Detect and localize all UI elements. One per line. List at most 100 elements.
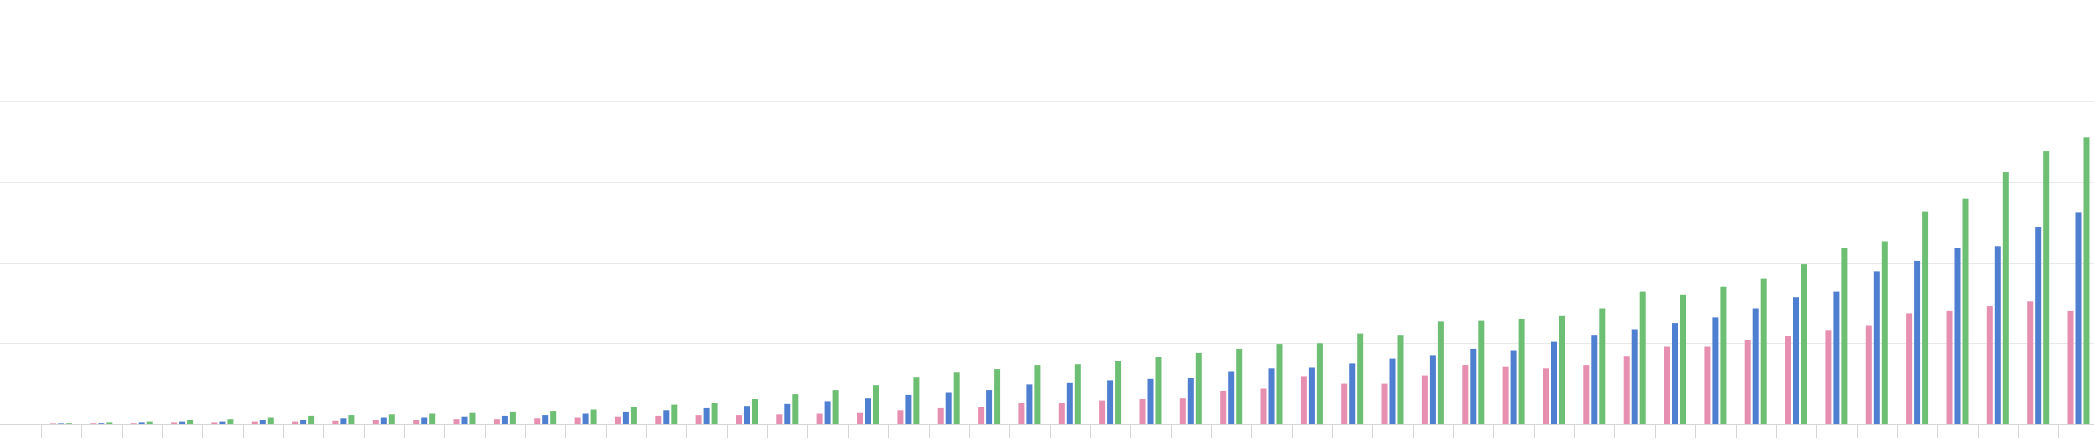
bar <box>1680 294 1686 424</box>
bar <box>348 415 355 424</box>
bar <box>1228 371 1235 424</box>
bar <box>816 413 823 424</box>
bar <box>1639 291 1646 424</box>
bar <box>1599 308 1606 424</box>
bar <box>2067 310 2074 424</box>
bar <box>1139 399 1146 424</box>
bar <box>542 415 549 424</box>
bar <box>187 420 194 424</box>
bar <box>138 422 145 424</box>
bar <box>1107 380 1114 424</box>
bar <box>1551 341 1557 424</box>
x-axis-ticks <box>41 424 2059 438</box>
bar <box>1058 403 1065 424</box>
bar <box>2027 301 2034 424</box>
bar <box>1664 346 1670 424</box>
bar <box>1623 356 1630 424</box>
bar <box>792 394 799 424</box>
bar <box>98 423 105 424</box>
bar <box>582 413 589 424</box>
bar <box>332 420 339 424</box>
bar <box>1914 260 1921 424</box>
bar <box>1300 376 1307 424</box>
bar <box>1018 403 1025 424</box>
bar <box>1720 286 1727 424</box>
bar <box>1954 248 1961 424</box>
bar <box>1801 264 1807 424</box>
bar <box>1833 291 1840 424</box>
bar <box>501 415 508 424</box>
bar <box>978 407 985 424</box>
bar <box>267 417 274 424</box>
bar <box>469 412 476 424</box>
bar <box>1502 366 1509 424</box>
bar <box>171 422 178 424</box>
bar <box>655 415 662 424</box>
bar <box>905 394 912 424</box>
bar <box>945 392 952 424</box>
bar <box>744 406 750 424</box>
bar <box>1510 350 1517 424</box>
bar <box>2075 212 2082 424</box>
bar <box>2043 151 2050 424</box>
bar <box>1712 317 1719 424</box>
bar <box>1543 368 1549 424</box>
bar <box>897 410 904 424</box>
bar <box>1994 246 2001 424</box>
bar <box>622 411 629 424</box>
bar <box>1260 388 1267 424</box>
bar <box>413 420 420 424</box>
bar <box>1478 320 1485 424</box>
bar <box>1583 365 1590 424</box>
bar <box>1631 329 1638 424</box>
bar <box>736 415 742 424</box>
bar <box>308 415 315 424</box>
bar <box>421 417 428 424</box>
bar <box>2083 137 2090 425</box>
bar <box>1066 382 1073 424</box>
bar <box>227 419 234 424</box>
bar <box>937 407 944 424</box>
bar <box>1793 297 1799 424</box>
bar <box>461 416 468 424</box>
bar <box>50 423 56 424</box>
bar <box>380 417 387 424</box>
bar <box>1381 383 1388 424</box>
bar <box>1187 378 1194 424</box>
bar <box>146 421 153 424</box>
bar <box>994 369 1001 424</box>
bar <box>550 411 557 424</box>
bar <box>1397 335 1404 424</box>
bar <box>1744 340 1751 424</box>
bar <box>106 422 113 424</box>
bar <box>2002 172 2009 424</box>
bar <box>1268 368 1275 424</box>
bar <box>695 415 702 424</box>
bar <box>1220 390 1227 424</box>
bar <box>130 423 137 424</box>
bar <box>90 423 97 424</box>
bar <box>784 403 791 424</box>
bar <box>1841 248 1848 424</box>
bar <box>1276 344 1283 424</box>
bar <box>630 407 637 424</box>
bar <box>574 417 581 424</box>
bar <box>1922 211 1929 424</box>
bar <box>179 421 186 424</box>
bar <box>1873 271 1880 424</box>
bar <box>1672 323 1678 424</box>
bar <box>1752 308 1759 424</box>
bar <box>1429 355 1436 424</box>
bar <box>509 411 516 424</box>
bar <box>1316 343 1323 425</box>
bar <box>614 416 621 424</box>
bar <box>372 420 379 424</box>
bar <box>1341 383 1348 424</box>
bar <box>1906 313 1913 424</box>
bar <box>1308 367 1315 424</box>
bar <box>251 421 258 424</box>
bar <box>58 423 64 424</box>
bar <box>292 421 299 424</box>
bar <box>1559 315 1565 424</box>
bar <box>824 401 831 424</box>
